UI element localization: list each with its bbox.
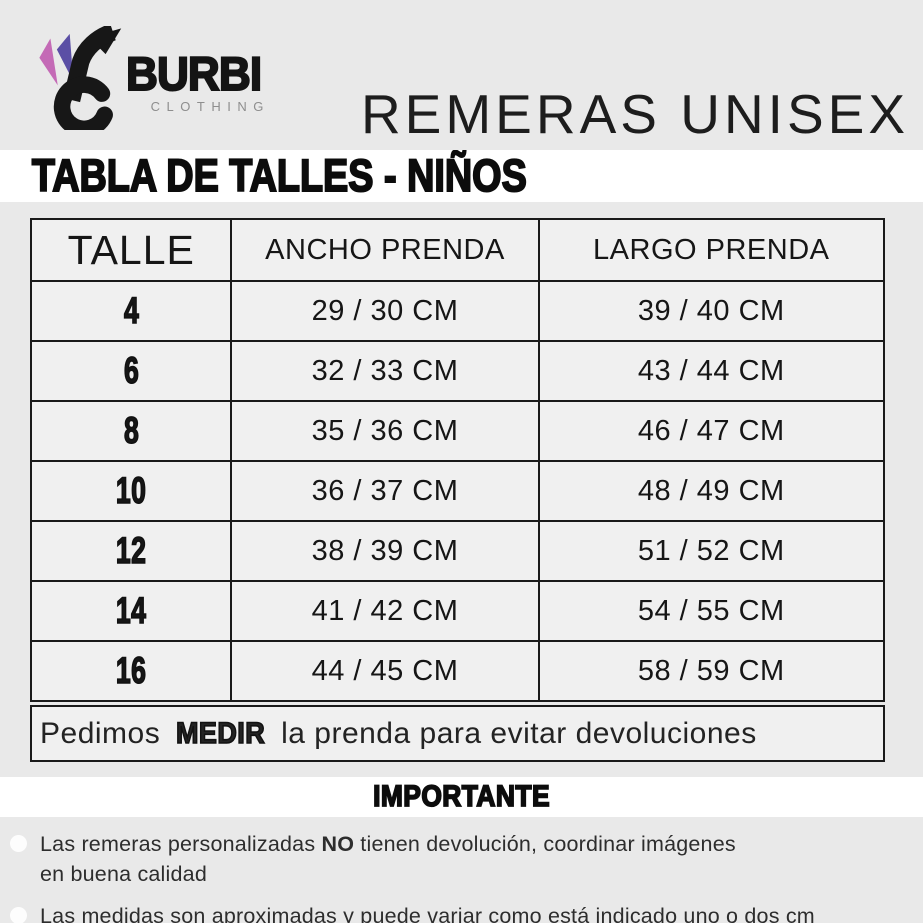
brand-subtitle: CLOTHING <box>150 99 270 114</box>
measure-note-suffix: la prenda para evitar devoluciones <box>281 716 757 750</box>
ancho-value: 38 / 39 CM <box>230 520 540 582</box>
section-title-band: TABLA DE TALLES - NIÑOS <box>0 149 923 202</box>
note-text: Las medidas son aproximadas y puede vari… <box>40 904 815 923</box>
header: BURBI CLOTHING REMERAS UNISEX <box>0 0 923 150</box>
largo-value: 51 / 52 CM <box>537 520 886 582</box>
table-row: 16 44 / 45 CM 58 / 59 CM <box>29 640 886 702</box>
largo-value: 48 / 49 CM <box>537 460 886 522</box>
bullet-icon <box>10 835 27 852</box>
measure-note-prefix: Pedimos <box>40 716 161 750</box>
table-row: 4 29 / 30 CM 39 / 40 CM <box>29 280 886 342</box>
column-header-talle: TALLE <box>29 218 233 282</box>
notes-list: Las remeras personalizadas NO tienen dev… <box>0 817 923 923</box>
largo-value: 39 / 40 CM <box>537 280 886 342</box>
table-row: 14 41 / 42 CM 54 / 55 CM <box>29 580 886 642</box>
page-title: REMERAS UNISEX <box>360 83 909 145</box>
size-value: 8 <box>29 400 233 462</box>
size-value: 10 <box>29 460 233 522</box>
measure-note: Pedimos MEDIR la prenda para evitar devo… <box>30 705 885 762</box>
brand-name: BURBI <box>125 47 263 100</box>
largo-value: 54 / 55 CM <box>537 580 886 642</box>
brand-wordmark: BURBI CLOTHING <box>125 47 270 114</box>
ancho-value: 29 / 30 CM <box>230 280 540 342</box>
ancho-value: 35 / 36 CM <box>230 400 540 462</box>
table-row: 12 38 / 39 CM 51 / 52 CM <box>29 520 886 582</box>
ancho-value: 44 / 45 CM <box>230 640 540 702</box>
table-row: 6 32 / 33 CM 43 / 44 CM <box>29 340 886 402</box>
ancho-value: 36 / 37 CM <box>230 460 540 522</box>
largo-value: 46 / 47 CM <box>537 400 886 462</box>
ancho-value: 32 / 33 CM <box>230 340 540 402</box>
importante-label: IMPORTANTE <box>372 779 550 814</box>
table-header-row: TALLE ANCHO PRENDA LARGO PRENDA <box>29 218 886 282</box>
note-item: Las remeras personalizadas NO tienen dev… <box>10 830 907 889</box>
burbi-logo: BURBI CLOTHING <box>32 26 270 130</box>
largo-value: 58 / 59 CM <box>537 640 886 702</box>
column-header-ancho: ANCHO PRENDA <box>230 218 540 282</box>
table-row: 8 35 / 36 CM 46 / 47 CM <box>29 400 886 462</box>
note-item: Las medidas son aproximadas y puede vari… <box>10 902 907 923</box>
ancho-value: 41 / 42 CM <box>230 580 540 642</box>
table-row: 10 36 / 37 CM 48 / 49 CM <box>29 460 886 522</box>
burbi-logo-icon <box>39 26 122 130</box>
importante-band: IMPORTANTE <box>0 777 923 817</box>
size-value: 6 <box>29 340 233 402</box>
size-value: 14 <box>29 580 233 642</box>
size-table-wrap: TALLE ANCHO PRENDA LARGO PRENDA 4 29 / 3… <box>29 218 886 762</box>
bullet-icon <box>10 907 27 923</box>
note-text: Las remeras personalizadas NO tienen dev… <box>40 832 736 886</box>
largo-value: 43 / 44 CM <box>537 340 886 402</box>
size-value: 12 <box>29 520 233 582</box>
column-header-largo: LARGO PRENDA <box>537 218 886 282</box>
size-value: 4 <box>29 280 233 342</box>
size-table: TALLE ANCHO PRENDA LARGO PRENDA 4 29 / 3… <box>29 218 886 702</box>
size-value: 16 <box>29 640 233 702</box>
measure-note-bold: MEDIR <box>175 716 266 751</box>
section-title: TABLA DE TALLES - NIÑOS <box>31 149 528 202</box>
